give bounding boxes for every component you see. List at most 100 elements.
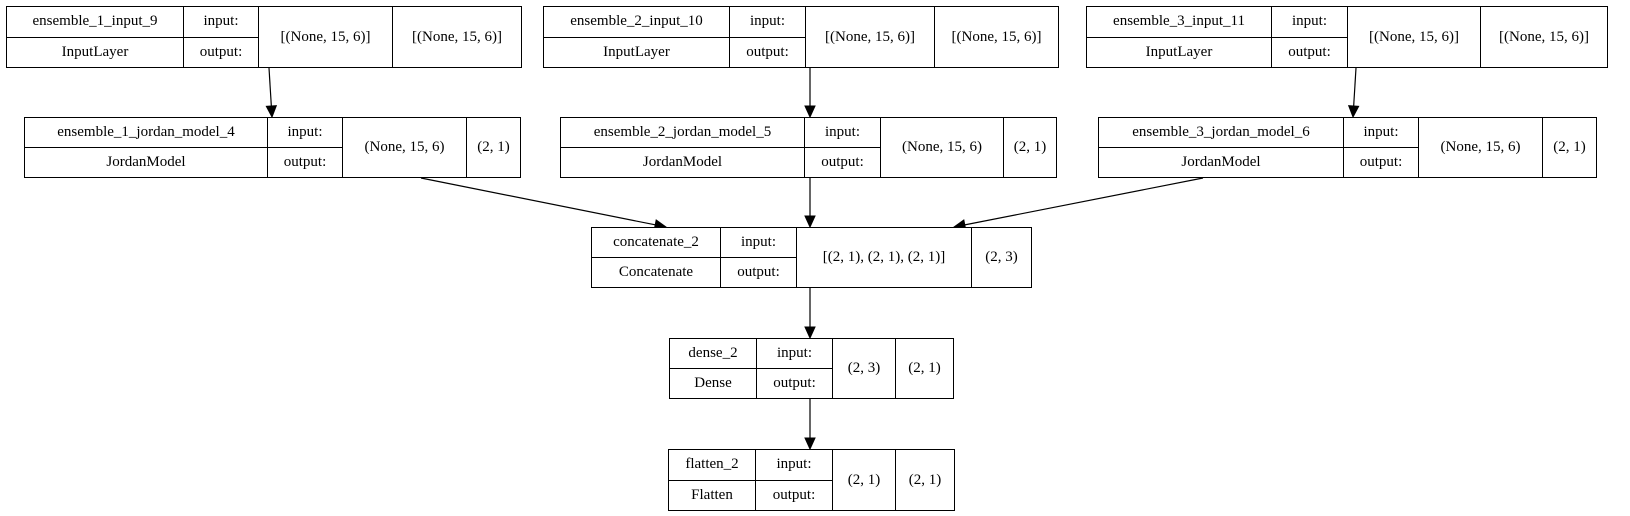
arrowhead-icon bbox=[804, 105, 816, 119]
io-labels: input: output: bbox=[730, 7, 806, 67]
output-label: output: bbox=[805, 147, 880, 177]
edge-ensemble-3-input-11-to-ensemble-3-jordan-model-6 bbox=[1347, 67, 1360, 119]
layer-info: ensemble_1_input_9 InputLayer bbox=[7, 7, 184, 67]
io-labels: input: output: bbox=[268, 118, 343, 177]
edge-concatenate-2-to-dense-2 bbox=[804, 288, 816, 340]
output-shape: [(None, 15, 6)] bbox=[951, 28, 1042, 45]
output-label: output: bbox=[757, 368, 832, 398]
output-label: output: bbox=[268, 147, 342, 177]
io-labels: input: output: bbox=[805, 118, 881, 177]
layer-info: dense_2 Dense bbox=[670, 339, 757, 398]
io-labels: input: output: bbox=[1344, 118, 1419, 177]
layer-type: JordanModel bbox=[25, 147, 267, 177]
edge-ensemble-2-jordan-model-5-to-concatenate-2 bbox=[804, 178, 816, 229]
output-shape: (2, 1) bbox=[477, 139, 510, 155]
io-labels: input: output: bbox=[1272, 7, 1348, 67]
layer-type: JordanModel bbox=[1099, 147, 1343, 177]
layer-name: ensemble_2_jordan_model_5 bbox=[593, 124, 772, 140]
layer-info: ensemble_1_jordan_model_4 JordanModel bbox=[25, 118, 268, 177]
input-label: input: bbox=[1291, 13, 1327, 30]
node-ensemble-1-input-9: ensemble_1_input_9 InputLayer input: out… bbox=[6, 6, 522, 68]
layer-name: ensemble_1_jordan_model_4 bbox=[57, 124, 235, 140]
edge-ensemble-1-input-9-to-ensemble-1-jordan-model-4 bbox=[265, 67, 278, 119]
input-label: input: bbox=[740, 234, 776, 250]
layer-name: dense_2 bbox=[688, 345, 738, 361]
layer-type: Flatten bbox=[669, 479, 755, 511]
input-label: input: bbox=[776, 345, 812, 361]
input-shape: (2, 1) bbox=[833, 450, 896, 510]
edge-line bbox=[420, 177, 656, 226]
layer-type: Dense bbox=[670, 368, 756, 398]
edge-ensemble-3-jordan-model-6-to-concatenate-2 bbox=[952, 177, 1204, 231]
input-shape: (None, 15, 6) bbox=[343, 118, 467, 177]
layer-type: Concatenate bbox=[592, 257, 720, 287]
node-ensemble-2-input-10: ensemble_2_input_10 InputLayer input: ou… bbox=[543, 6, 1059, 68]
layer-name: flatten_2 bbox=[685, 456, 739, 473]
io-labels: input: output: bbox=[184, 7, 259, 67]
edge-line bbox=[1353, 67, 1357, 107]
output-shape: (2, 1) bbox=[908, 360, 941, 376]
node-dense-2: dense_2 Dense input: output: (2, 3) (2, … bbox=[669, 338, 954, 399]
edge-ensemble-2-input-10-to-ensemble-2-jordan-model-5 bbox=[804, 68, 816, 119]
layer-info: ensemble_3_jordan_model_6 JordanModel bbox=[1099, 118, 1344, 177]
input-label: input: bbox=[749, 13, 785, 30]
output-label: output: bbox=[1344, 147, 1418, 177]
output-label: output: bbox=[1272, 36, 1347, 68]
node-concatenate-2: concatenate_2 Concatenate input: output:… bbox=[591, 227, 1032, 288]
output-label: output: bbox=[721, 257, 796, 287]
output-label: output: bbox=[756, 479, 832, 511]
node-ensemble-2-jordan-model-5: ensemble_2_jordan_model_5 JordanModel in… bbox=[560, 117, 1057, 178]
layer-name: ensemble_2_input_10 bbox=[570, 13, 703, 30]
layer-type: JordanModel bbox=[561, 147, 804, 177]
layer-name: ensemble_3_jordan_model_6 bbox=[1132, 124, 1310, 140]
input-label: input: bbox=[203, 13, 239, 30]
node-ensemble-3-jordan-model-6: ensemble_3_jordan_model_6 JordanModel in… bbox=[1098, 117, 1597, 178]
arrowhead-icon bbox=[1347, 105, 1360, 119]
input-shape: (2, 3) bbox=[833, 339, 896, 398]
node-ensemble-1-jordan-model-4: ensemble_1_jordan_model_4 JordanModel in… bbox=[24, 117, 521, 178]
layer-name: concatenate_2 bbox=[613, 234, 699, 250]
layer-type: InputLayer bbox=[544, 36, 729, 68]
layer-info: ensemble_2_jordan_model_5 JordanModel bbox=[561, 118, 805, 177]
output-shape: (2, 3) bbox=[985, 249, 1018, 265]
node-flatten-2: flatten_2 Flatten input: output: (2, 1) … bbox=[668, 449, 955, 511]
layer-name: ensemble_3_input_11 bbox=[1113, 13, 1245, 30]
input-shape: [(None, 15, 6)] bbox=[1348, 7, 1481, 67]
output-shape: [(None, 15, 6)] bbox=[1499, 28, 1589, 45]
output-label: output: bbox=[184, 36, 258, 68]
edge-dense-2-to-flatten-2 bbox=[804, 399, 816, 451]
layer-info: concatenate_2 Concatenate bbox=[592, 228, 721, 287]
input-shape: [(2, 1), (2, 1), (2, 1)] bbox=[797, 228, 972, 287]
input-shape: [(None, 15, 6)] bbox=[806, 7, 935, 67]
layer-info: ensemble_3_input_11 InputLayer bbox=[1087, 7, 1272, 67]
io-labels: input: output: bbox=[721, 228, 797, 287]
output-label: output: bbox=[730, 36, 805, 68]
input-shape: (None, 15, 6) bbox=[1419, 118, 1543, 177]
io-labels: input: output: bbox=[756, 450, 833, 510]
arrowhead-icon bbox=[804, 326, 816, 340]
io-labels: input: output: bbox=[757, 339, 833, 398]
arrowhead-icon bbox=[804, 215, 816, 229]
input-label: input: bbox=[824, 124, 860, 140]
arrowhead-icon bbox=[804, 437, 816, 451]
layer-info: flatten_2 Flatten bbox=[669, 450, 756, 510]
layer-name: ensemble_1_input_9 bbox=[32, 13, 158, 30]
output-shape: (2, 1) bbox=[908, 471, 942, 488]
layer-type: InputLayer bbox=[1087, 36, 1271, 68]
edge-ensemble-1-jordan-model-4-to-concatenate-2 bbox=[420, 177, 668, 231]
output-shape: [(None, 15, 6)] bbox=[412, 28, 502, 45]
edge-line bbox=[964, 177, 1204, 226]
layer-info: ensemble_2_input_10 InputLayer bbox=[544, 7, 730, 67]
input-shape: (None, 15, 6) bbox=[881, 118, 1004, 177]
layer-type: InputLayer bbox=[7, 36, 183, 68]
arrowhead-icon bbox=[265, 105, 278, 119]
input-shape: [(None, 15, 6)] bbox=[259, 7, 393, 67]
edge-line bbox=[268, 67, 272, 107]
output-shape: (2, 1) bbox=[1013, 139, 1047, 155]
input-label: input: bbox=[1363, 124, 1399, 140]
output-shape: (2, 1) bbox=[1553, 139, 1586, 155]
node-ensemble-3-input-11: ensemble_3_input_11 InputLayer input: ou… bbox=[1086, 6, 1608, 68]
input-label: input: bbox=[776, 456, 812, 473]
input-label: input: bbox=[287, 124, 323, 140]
